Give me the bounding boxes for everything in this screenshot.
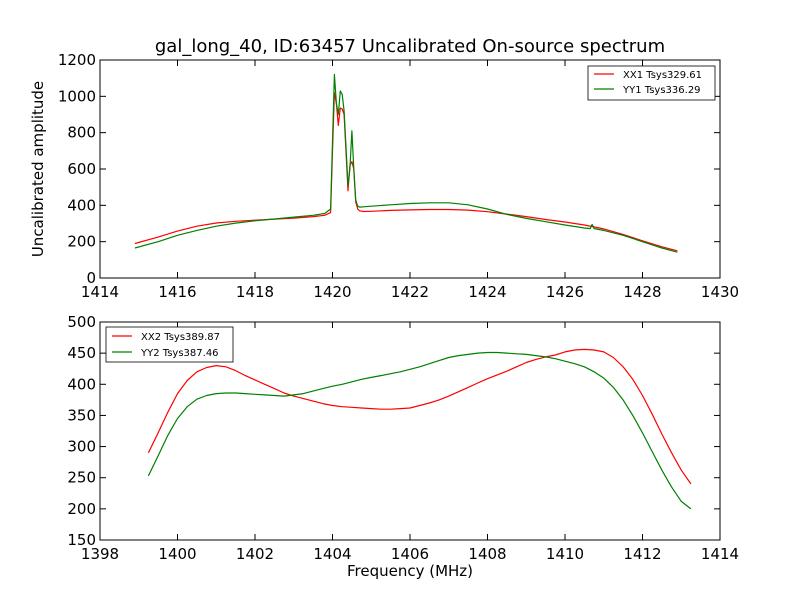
bottom-x-tick-label: 1400 <box>158 545 196 563</box>
top-legend: XX1 Tsys329.61 YY1 Tsys336.29 <box>587 65 716 101</box>
bottom-legend-box <box>105 326 234 363</box>
top-x-tick-label: 1422 <box>391 283 429 301</box>
bottom-x-tick-label: 1406 <box>391 545 429 563</box>
top-y-tick-label: 0 <box>86 269 96 287</box>
top-y-axis-label: Uncalibrated amplitude <box>29 81 47 257</box>
bottom-y-tick-label: 150 <box>67 531 96 549</box>
bottom-x-tick-label: 1412 <box>623 545 661 563</box>
top-y-tick-label: 1200 <box>58 51 96 69</box>
bottom-plot-lines <box>147 348 692 510</box>
bottom-legend-label-xx2: XX2 Tsys389.87 <box>141 332 220 343</box>
top-x-tick-label: 1426 <box>546 283 584 301</box>
bottom-x-tick-label: 1402 <box>236 545 274 563</box>
bottom-plot-ticks: 1398 1400 1402 1404 1406 1408 1410 1412 1414 150 2… <box>67 313 739 563</box>
bottom-x-tick-label: 1414 <box>701 545 739 563</box>
top-x-tick-label: 1414 <box>81 283 119 301</box>
top-spectrum-plot: 1414 1416 1418 1420 1422 1424 1426 1428 1430 0 200… <box>29 51 739 301</box>
top-legend-label-xx1: XX1 Tsys329.61 <box>623 70 702 81</box>
top-y-tick-label: 200 <box>67 233 96 251</box>
bottom-x-tick-label: 1408 <box>468 545 506 563</box>
top-x-tick-label: 1420 <box>313 283 351 301</box>
bottom-y-tick-label: 300 <box>67 438 96 456</box>
bottom-y-tick-label: 450 <box>67 344 96 362</box>
top-x-tick-label: 1430 <box>701 283 739 301</box>
bottom-y-tick-label: 350 <box>67 406 96 424</box>
bottom-series-line-1 <box>147 351 692 510</box>
top-y-tick-label: 800 <box>67 124 96 142</box>
top-series-line-1 <box>134 73 678 253</box>
top-x-tick-label: 1424 <box>468 283 506 301</box>
bottom-x-axis-label: Frequency (MHz) <box>347 562 473 580</box>
top-legend-label-yy1: YY1 Tsys336.29 <box>622 85 701 96</box>
top-y-tick-label: 400 <box>67 196 96 214</box>
bottom-series-line-0 <box>147 348 692 485</box>
bottom-spectrum-plot: 1398 1400 1402 1404 1406 1408 1410 1412 1414 150 2… <box>67 313 739 580</box>
top-x-tick-label: 1428 <box>623 283 661 301</box>
top-x-tick-label: 1418 <box>236 283 274 301</box>
bottom-x-tick-label: 1410 <box>546 545 584 563</box>
top-y-tick-label: 1000 <box>58 87 96 105</box>
chart-title: gal_long_40, ID:63457 Uncalibrated On-so… <box>155 36 665 57</box>
bottom-x-tick-label: 1404 <box>313 545 351 563</box>
bottom-legend-label-yy2: YY2 Tsys387.46 <box>140 348 219 359</box>
bottom-y-tick-label: 500 <box>67 313 96 331</box>
top-x-tick-label: 1416 <box>158 283 196 301</box>
bottom-y-tick-label: 200 <box>67 500 96 518</box>
top-y-tick-label: 600 <box>67 160 96 178</box>
bottom-x-tick-label: 1398 <box>81 545 119 563</box>
top-legend-box <box>587 65 716 101</box>
bottom-legend: XX2 Tsys389.87 YY2 Tsys387.46 <box>105 326 234 363</box>
bottom-y-tick-label: 250 <box>67 469 96 487</box>
top-plot-ticks: 1414 1416 1418 1420 1422 1424 1426 1428 1430 0 200… <box>58 51 739 301</box>
bottom-y-tick-label: 400 <box>67 375 96 393</box>
top-plot-lines <box>134 73 678 253</box>
